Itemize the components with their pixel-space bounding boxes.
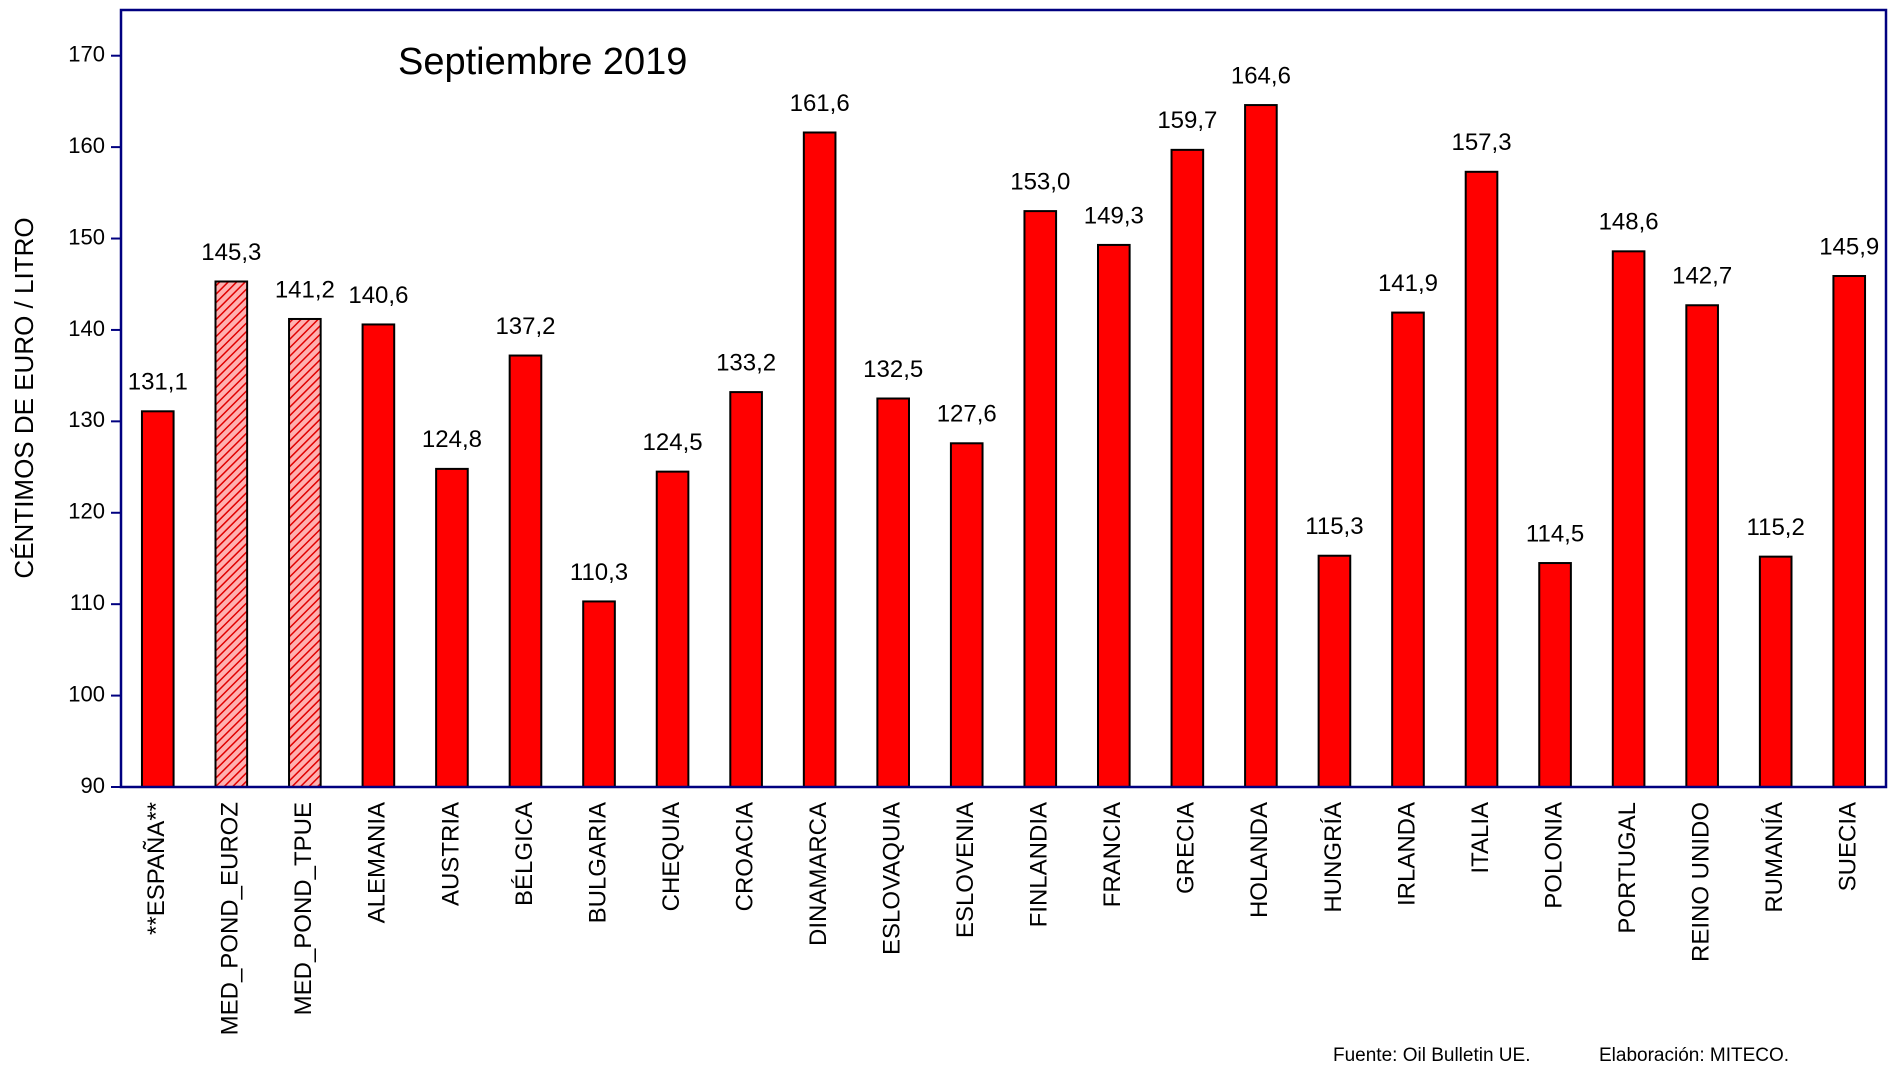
value-label: 145,9 xyxy=(1819,233,1879,260)
bar xyxy=(655,470,690,788)
value-label: 133,2 xyxy=(716,349,776,376)
y-tick-label: 160 xyxy=(68,133,105,158)
y-tick-label: 150 xyxy=(68,224,105,249)
x-tick-label: ESLOVAQUIA xyxy=(879,802,906,955)
chart-title: Septiembre 2019 xyxy=(398,41,687,83)
x-tick-label: MED_POND_EUROZ xyxy=(217,802,244,1035)
plot-frame xyxy=(119,8,1888,789)
value-label: 110,3 xyxy=(570,559,628,586)
bar xyxy=(729,391,763,788)
x-tick-label: AUSTRIA xyxy=(437,802,464,906)
x-tick-label: IRLANDA xyxy=(1393,802,1420,906)
bar xyxy=(1170,148,1205,789)
value-label: 124,8 xyxy=(422,426,482,453)
y-tick-label: 140 xyxy=(68,316,105,341)
bar xyxy=(582,600,616,789)
value-label: 131,1 xyxy=(128,369,188,396)
y-tick-label: 100 xyxy=(68,681,105,706)
x-tick-label: POLONIA xyxy=(1540,802,1567,909)
value-label: 140,6 xyxy=(348,282,408,309)
bar xyxy=(1758,555,1793,788)
y-tick-label: 110 xyxy=(70,590,105,615)
bar xyxy=(1538,562,1572,789)
value-label: 157,3 xyxy=(1451,129,1511,156)
x-tick-label: HUNGRÍA xyxy=(1320,802,1347,913)
bar xyxy=(1244,104,1278,788)
bar xyxy=(288,317,322,788)
x-tick-label: CHEQUIA xyxy=(658,802,685,911)
x-tick-label: HOLANDA xyxy=(1246,802,1273,918)
x-tick-label: DINAMARCA xyxy=(805,802,832,946)
value-label: 142,7 xyxy=(1672,263,1732,290)
x-tick-label: SUECIA xyxy=(1835,802,1862,891)
value-label: 124,5 xyxy=(643,429,703,456)
y-tick-label: 170 xyxy=(68,42,105,67)
value-label: 159,7 xyxy=(1157,107,1217,134)
value-label: 148,6 xyxy=(1599,209,1659,236)
bar xyxy=(1832,275,1867,788)
value-label: 141,9 xyxy=(1378,270,1438,297)
value-label: 149,3 xyxy=(1084,202,1144,229)
y-tick-label: 120 xyxy=(68,499,105,524)
y-tick-label: 90 xyxy=(81,773,105,798)
x-tick-label: FINLANDIA xyxy=(1026,802,1053,927)
value-label: 115,2 xyxy=(1747,514,1805,541)
bar xyxy=(214,280,249,788)
x-tick-label: FRANCIA xyxy=(1099,802,1126,907)
bar xyxy=(1097,243,1131,789)
y-axis-label: CÉNTIMOS DE EURO / LITRO xyxy=(9,217,39,578)
bar xyxy=(508,354,543,788)
bar xyxy=(1023,210,1058,788)
bar xyxy=(1685,304,1719,788)
x-tick-label: CROACIA xyxy=(731,802,758,911)
x-tick-label: ITALIA xyxy=(1467,802,1494,874)
bar xyxy=(435,467,469,788)
bar xyxy=(802,131,837,788)
value-label: 164,6 xyxy=(1231,62,1291,89)
x-tick-label: **ESPAÑA** xyxy=(143,802,170,935)
value-label: 141,2 xyxy=(275,276,335,303)
x-tick-label: ALEMANIA xyxy=(364,802,391,923)
x-tick-label: RUMANÍA xyxy=(1761,802,1788,913)
y-tick-label: 130 xyxy=(68,407,105,432)
bar xyxy=(1317,554,1352,788)
source-note: Fuente: Oil Bulletin UE. xyxy=(1333,1045,1530,1066)
x-tick-label: MED_POND_TPUE xyxy=(290,802,317,1015)
bar xyxy=(361,323,396,788)
bar xyxy=(1464,170,1499,788)
bar xyxy=(140,410,175,788)
x-tick-label: ESLOVENIA xyxy=(952,802,979,938)
value-label: 153,0 xyxy=(1010,168,1070,195)
x-tick-label: GRECIA xyxy=(1173,802,1200,894)
x-tick-label: REINO UNIDO xyxy=(1687,802,1714,962)
value-label: 115,3 xyxy=(1305,513,1363,540)
x-tick-label: PORTUGAL xyxy=(1614,802,1641,934)
value-label: 132,5 xyxy=(863,356,923,383)
bar xyxy=(949,442,984,788)
value-label: 127,6 xyxy=(937,401,997,428)
x-tick-label: BULGARIA xyxy=(584,802,611,923)
bar xyxy=(1611,250,1646,788)
x-tick-label: BÉLGICA xyxy=(511,802,538,906)
bar xyxy=(1391,311,1425,788)
value-label: 161,6 xyxy=(790,90,850,117)
value-label: 137,2 xyxy=(495,313,555,340)
value-label: 145,3 xyxy=(201,239,261,266)
credit-note: Elaboración: MITECO. xyxy=(1599,1045,1789,1066)
value-label: 114,5 xyxy=(1526,520,1584,547)
bar xyxy=(876,397,910,788)
